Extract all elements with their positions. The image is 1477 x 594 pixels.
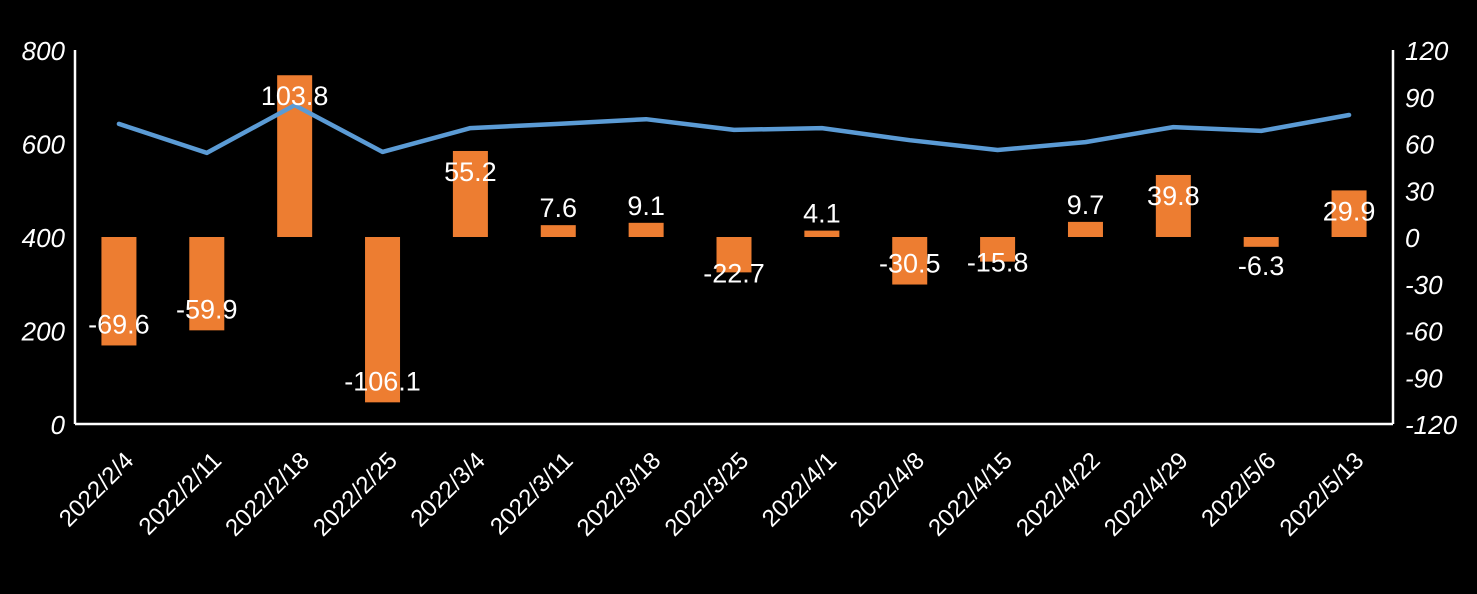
bar: [1243, 237, 1279, 247]
bar-value-label: 55.2: [444, 157, 497, 187]
right-axis-tick-label: -60: [1405, 317, 1443, 347]
bar-value-label: -69.6: [88, 309, 150, 339]
left-axis-tick-label: 0: [51, 410, 66, 440]
bar-value-label: 29.9: [1323, 196, 1376, 226]
bar-value-label: -15.8: [967, 248, 1029, 278]
left-axis-tick-label: 200: [21, 317, 66, 347]
bar: [365, 237, 401, 403]
right-axis-tick-label: 30: [1405, 176, 1434, 206]
bar-value-label: 7.6: [539, 193, 577, 223]
bar-value-label: 103.8: [261, 81, 329, 111]
bar-value-label: -22.7: [703, 258, 765, 288]
left-axis-tick-label: 800: [22, 36, 66, 66]
bar-value-label: 9.1: [627, 191, 665, 221]
bar: [628, 222, 664, 237]
bar: [1331, 190, 1367, 237]
right-axis-tick-label: -30: [1405, 270, 1443, 300]
bar-value-label: -30.5: [879, 249, 941, 279]
bar: [980, 237, 1016, 262]
left-axis-tick-label: 600: [22, 130, 66, 160]
bar: [452, 150, 488, 237]
bar-value-label: -59.9: [176, 294, 238, 324]
bar-value-label: -106.1: [344, 366, 421, 396]
right-axis-tick-label: 0: [1405, 223, 1420, 253]
bar-value-label: 9.7: [1067, 190, 1105, 220]
bar: [1067, 221, 1103, 237]
bar: [277, 75, 313, 238]
left-axis-tick-label: 400: [22, 223, 66, 253]
bar-value-label: 39.8: [1147, 181, 1200, 211]
right-axis-tick-label: 60: [1405, 130, 1434, 160]
bar: [804, 230, 840, 237]
right-axis-tick-label: 120: [1405, 36, 1449, 66]
bar: [540, 225, 576, 237]
bar: [1155, 174, 1191, 237]
right-axis-tick-label: 90: [1405, 83, 1434, 113]
bar: [101, 237, 137, 346]
bar: [189, 237, 225, 331]
bar: [716, 237, 752, 273]
line-series-path: [116, 102, 1352, 156]
right-axis-tick-label: -90: [1405, 363, 1443, 393]
bar: [892, 237, 928, 285]
right-axis-tick-label: -120: [1405, 410, 1458, 440]
bar-value-label: 4.1: [803, 199, 841, 229]
bar-value-label: -6.3: [1238, 251, 1285, 281]
